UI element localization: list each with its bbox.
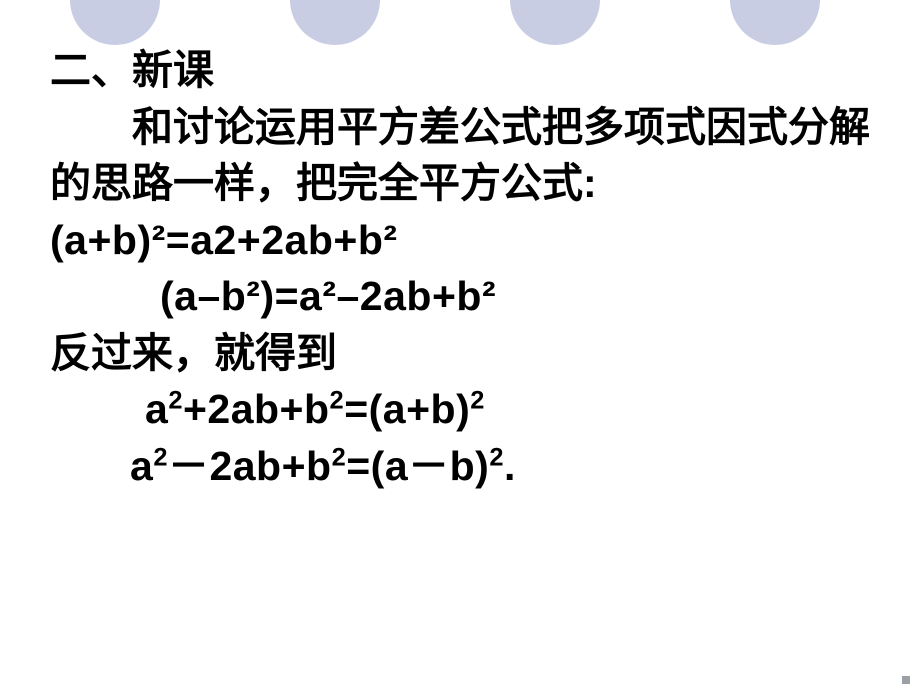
decorative-dot: [510, 0, 600, 45]
formula-text: a2+2ab+b2=(a+b)2: [145, 386, 485, 432]
intro-text: 和讨论运用平方差公式把多项式因式分解的思路一样，把完全平方公式:: [50, 104, 870, 207]
formula-perfect-square-minus: (a–b²)=a²–2ab+b²: [50, 268, 880, 325]
transition-text: 反过来，就得到: [50, 325, 880, 382]
formula-factor-minus: a2－2ab+b2=(a－b)2.: [50, 438, 880, 495]
formula-factor-plus: a2+2ab+b2=(a+b)2: [50, 381, 880, 438]
decorative-dot: [290, 0, 380, 45]
slide-corner-marker: [902, 676, 910, 684]
decorative-dot: [70, 0, 160, 45]
decorative-dot: [730, 0, 820, 45]
formula-perfect-square-plus: (a+b)²=a2+2ab+b²: [50, 217, 398, 263]
paragraph-block: 和讨论运用平方差公式把多项式因式分解的思路一样，把完全平方公式: (a+b)²=…: [50, 99, 880, 269]
formula-text: a2－2ab+b2=(a－b)2.: [130, 443, 516, 489]
formula-text: (a–b²)=a²–2ab+b²: [160, 273, 496, 319]
section-heading: 二、新课: [50, 42, 880, 99]
